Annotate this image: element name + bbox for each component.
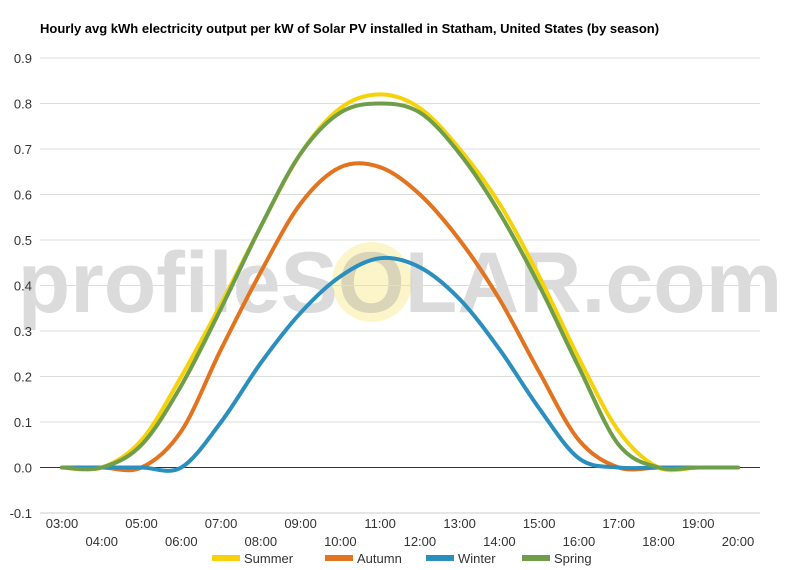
x-axis: 03:00 04:00 05:00 06:00 07:00 08:00 09:00 10:00… bbox=[40, 512, 760, 549]
x-tick-label: 19:00 bbox=[682, 516, 715, 531]
y-tick-label: 0.5 bbox=[14, 233, 32, 248]
y-tick-label: 0.9 bbox=[14, 51, 32, 66]
y-tick-label: 0.3 bbox=[14, 324, 32, 339]
y-axis: -0.1 0.0 0.1 0.2 0.3 0.4 0.5 0.6 0.7 0.8 0.9 bbox=[10, 51, 32, 521]
series-lines bbox=[60, 92, 740, 473]
x-tick-label: 08:00 bbox=[245, 534, 278, 549]
x-tick-label: 18:00 bbox=[642, 534, 675, 549]
y-tick-label: 0.0 bbox=[14, 461, 32, 476]
series-line-summer bbox=[60, 92, 740, 473]
x-tick-label: 05:00 bbox=[125, 516, 158, 531]
x-tick-label: 14:00 bbox=[483, 534, 516, 549]
x-tick-label: 13:00 bbox=[443, 516, 476, 531]
legend-swatch-spring bbox=[522, 555, 550, 561]
y-tick-label: 0.7 bbox=[14, 142, 32, 157]
x-tick-label: 20:00 bbox=[722, 534, 755, 549]
y-tick-label: 0.1 bbox=[14, 415, 32, 430]
y-tick-label: 0.4 bbox=[14, 279, 32, 294]
x-tick-label: 09:00 bbox=[284, 516, 317, 531]
legend-label-spring: Spring bbox=[554, 551, 592, 566]
series-line-winter bbox=[60, 255, 740, 473]
y-tick-label: 0.8 bbox=[14, 97, 32, 112]
x-tick-label: 15:00 bbox=[523, 516, 556, 531]
x-tick-label: 12:00 bbox=[404, 534, 437, 549]
watermark-sun-icon bbox=[332, 242, 412, 322]
x-tick-label: 07:00 bbox=[205, 516, 238, 531]
watermark: profileSOLAR.com bbox=[18, 235, 783, 331]
x-tick-label: 10:00 bbox=[324, 534, 357, 549]
x-tick-label: 04:00 bbox=[85, 534, 118, 549]
watermark-text: profileSOLAR.com bbox=[18, 235, 783, 331]
legend-swatch-autumn bbox=[325, 555, 353, 561]
x-tick-label: 16:00 bbox=[563, 534, 596, 549]
series-line-spring bbox=[60, 101, 740, 472]
legend-label-summer: Summer bbox=[244, 551, 294, 566]
chart-title: Hourly avg kWh electricity output per kW… bbox=[40, 21, 659, 36]
y-tick-label: -0.1 bbox=[10, 506, 32, 521]
legend: Summer Autumn Winter Spring bbox=[212, 551, 592, 566]
legend-label-winter: Winter bbox=[458, 551, 496, 566]
legend-label-autumn: Autumn bbox=[357, 551, 402, 566]
legend-swatch-summer bbox=[212, 555, 240, 561]
x-tick-label: 03:00 bbox=[46, 516, 79, 531]
legend-swatch-winter bbox=[426, 555, 454, 561]
x-tick-label: 17:00 bbox=[602, 516, 635, 531]
y-tick-label: 0.6 bbox=[14, 188, 32, 203]
x-tick-label: 11:00 bbox=[364, 516, 396, 531]
x-tick-label: 06:00 bbox=[165, 534, 198, 549]
y-tick-label: 0.2 bbox=[14, 370, 32, 385]
grid bbox=[40, 57, 760, 514]
